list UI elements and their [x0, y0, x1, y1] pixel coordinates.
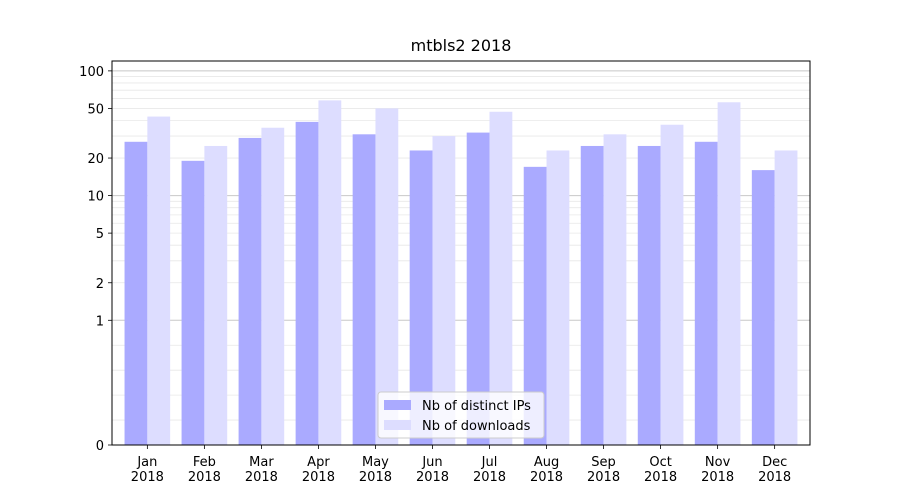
bar-downloads: [603, 134, 627, 445]
x-tick-label: 2018: [701, 470, 734, 485]
x-tick-label: 2018: [302, 470, 335, 485]
axes: Jan2018Feb2018Mar2018Apr2018May2018Jun20…: [79, 60, 811, 485]
bar-distinct-ips: [580, 145, 604, 446]
y-tick-label: 5: [96, 227, 104, 242]
bar-downloads: [774, 150, 798, 445]
x-tick-label: 2018: [530, 470, 563, 485]
bars: [124, 100, 798, 446]
x-tick-label: Jun: [421, 455, 442, 470]
y-tick-label: 20: [87, 152, 104, 167]
y-tick-label: 10: [87, 190, 104, 205]
x-tick-label: Aug: [534, 455, 559, 470]
x-tick-label: Sep: [591, 455, 616, 470]
legend-swatch: [384, 420, 411, 430]
grid-lines: [112, 70, 810, 421]
x-tick-label: Mar: [249, 455, 274, 470]
plot-frame: [111, 60, 811, 446]
x-tick-label: Feb: [193, 455, 216, 470]
legend-label: Nb of downloads: [422, 419, 531, 434]
bar-downloads: [204, 145, 228, 446]
bar-distinct-ips: [637, 145, 661, 446]
bar-downloads: [318, 100, 342, 445]
y-tick-label: 0: [96, 439, 104, 454]
bar-downloads: [375, 108, 399, 446]
x-tick-label: 2018: [473, 470, 506, 485]
bar-downloads: [546, 150, 570, 445]
x-tick-label: Jul: [481, 455, 498, 470]
bar-downloads: [489, 111, 513, 445]
bar-distinct-ips: [238, 137, 262, 446]
x-tick-label: 2018: [131, 470, 164, 485]
y-tick-label: 50: [87, 102, 104, 117]
x-tick-label: 2018: [188, 470, 221, 485]
bar-downloads: [261, 127, 285, 445]
x-tick-label: Jan: [136, 455, 157, 470]
bar-distinct-ips: [352, 134, 376, 445]
chart-title: mtbls2 2018: [411, 36, 512, 55]
x-tick-label: 2018: [587, 470, 620, 485]
y-tick-label: 100: [79, 65, 104, 80]
x-tick-label: Dec: [762, 455, 787, 470]
x-tick-label: 2018: [245, 470, 278, 485]
x-tick-label: 2018: [359, 470, 392, 485]
bar-downloads: [660, 124, 684, 445]
x-tick-label: 2018: [416, 470, 449, 485]
bar-distinct-ips: [751, 170, 775, 445]
bar-downloads: [432, 136, 456, 446]
bar-distinct-ips: [466, 132, 490, 446]
x-tick-label: May: [362, 455, 389, 470]
y-tick-label: 1: [96, 314, 104, 329]
x-tick-label: 2018: [758, 470, 791, 485]
bar-distinct-ips: [181, 160, 205, 445]
bar-distinct-ips: [523, 166, 547, 445]
bar-distinct-ips: [124, 141, 148, 445]
legend-label: Nb of distinct IPs: [422, 399, 531, 414]
y-tick-label: 2: [96, 277, 104, 292]
x-tick-label: Apr: [307, 455, 330, 470]
bar-downloads: [717, 102, 741, 446]
bar-downloads: [147, 116, 171, 445]
legend-box: [377, 391, 545, 439]
legend: Nb of distinct IPs Nb of downloads: [377, 391, 545, 439]
x-tick-label: Oct: [649, 455, 671, 470]
x-tick-label: 2018: [644, 470, 677, 485]
bar-distinct-ips: [694, 141, 718, 445]
legend-swatch: [384, 400, 411, 410]
bar-distinct-ips: [295, 121, 319, 445]
x-tick-label: Nov: [705, 455, 731, 470]
bar-distinct-ips: [409, 150, 433, 445]
